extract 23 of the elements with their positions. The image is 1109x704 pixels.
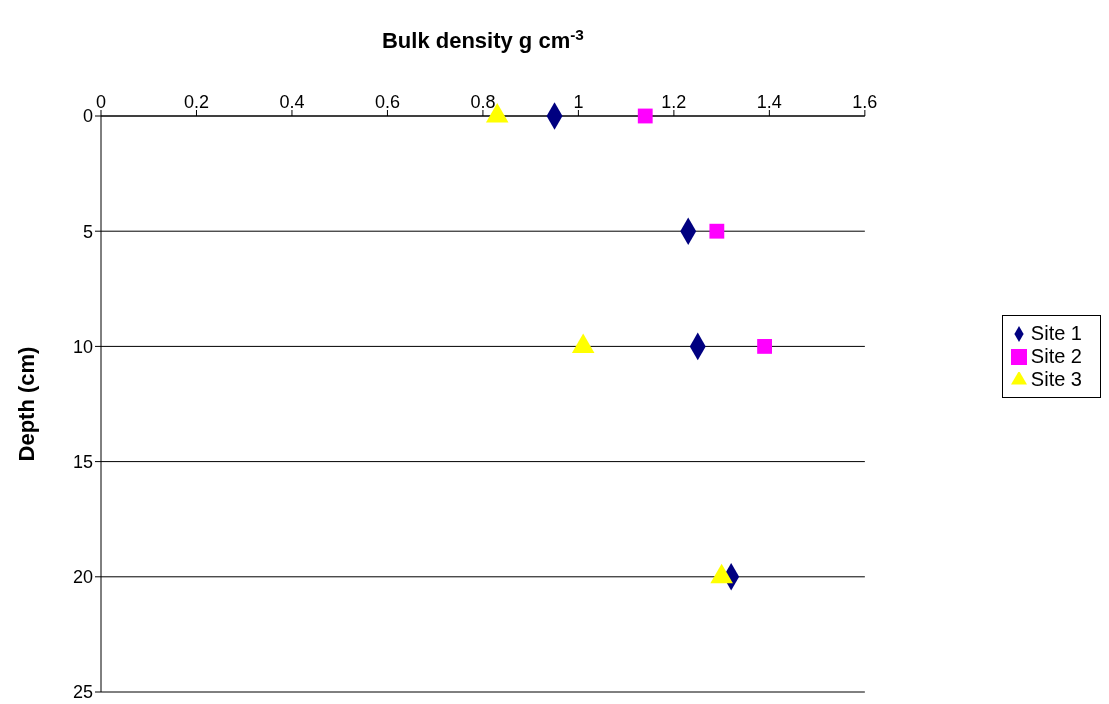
x-tick-label: 1.4 bbox=[756, 92, 782, 112]
x-tick-label: 0 bbox=[95, 92, 107, 112]
y-tick-label: 10 bbox=[72, 336, 93, 357]
y-tick-label: 0 bbox=[82, 106, 93, 127]
x-tick-label: 0.2 bbox=[183, 92, 209, 112]
y-axis-title: Depth (cm) bbox=[14, 346, 39, 462]
x-axis-title: Bulk density g cm$^{-3}$ bbox=[381, 25, 584, 53]
point bbox=[709, 223, 725, 239]
legend-label: Site 3 bbox=[1030, 367, 1082, 390]
y-tick-label: 20 bbox=[72, 567, 93, 588]
x-tick-label: 0.8 bbox=[470, 92, 496, 112]
x-tick-label: 1.6 bbox=[852, 92, 878, 112]
x-tick-label: 1 bbox=[573, 92, 584, 112]
legend-label: Site 1 bbox=[1030, 321, 1082, 344]
y-tick-label: 5 bbox=[82, 221, 93, 242]
point bbox=[637, 108, 653, 124]
legend-label: Site 2 bbox=[1030, 344, 1082, 367]
y-tick-label: 25 bbox=[72, 682, 93, 703]
point bbox=[757, 338, 773, 354]
y-tick-label: 15 bbox=[72, 451, 93, 472]
x-tick-label: 0.6 bbox=[374, 92, 400, 112]
x-tick-label: 0.4 bbox=[279, 92, 305, 112]
x-tick-label: 1.2 bbox=[661, 92, 687, 112]
